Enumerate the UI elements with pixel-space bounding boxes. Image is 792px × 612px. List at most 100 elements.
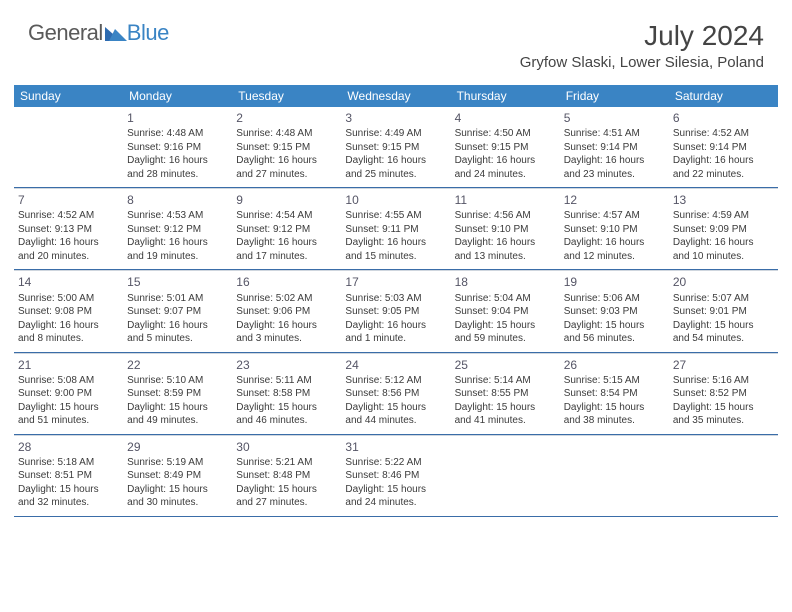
day-cell: 4Sunrise: 4:50 AMSunset: 9:15 PMDaylight… [451, 107, 560, 187]
sunrise-line: Sunrise: 5:16 AM [673, 374, 774, 388]
sunrise-line: Sunrise: 5:07 AM [673, 292, 774, 306]
sunset-line: Sunset: 9:05 PM [345, 305, 446, 319]
day-cell: 3Sunrise: 4:49 AMSunset: 9:15 PMDaylight… [341, 107, 450, 187]
day-cell: 19Sunrise: 5:06 AMSunset: 9:03 PMDayligh… [560, 270, 669, 351]
daylight-line-1: Daylight: 16 hours [345, 319, 446, 333]
daylight-line-1: Daylight: 15 hours [345, 483, 446, 497]
day-number: 20 [673, 274, 774, 290]
sunset-line: Sunset: 9:07 PM [127, 305, 228, 319]
daylight-line-2: and 30 minutes. [127, 496, 228, 510]
day-number: 9 [236, 192, 337, 208]
daylight-line-2: and 15 minutes. [345, 250, 446, 264]
day-number: 14 [18, 274, 119, 290]
daylight-line-2: and 49 minutes. [127, 414, 228, 428]
location-text: Gryfow Slaski, Lower Silesia, Poland [520, 54, 764, 71]
daylight-line-2: and 27 minutes. [236, 168, 337, 182]
sunrise-line: Sunrise: 4:55 AM [345, 209, 446, 223]
daylight-line-2: and 59 minutes. [455, 332, 556, 346]
daylight-line-2: and 51 minutes. [18, 414, 119, 428]
daylight-line-1: Daylight: 15 hours [673, 319, 774, 333]
day-cell: 2Sunrise: 4:48 AMSunset: 9:15 PMDaylight… [232, 107, 341, 187]
daylight-line-2: and 27 minutes. [236, 496, 337, 510]
daylight-line-1: Daylight: 16 hours [127, 319, 228, 333]
day-number: 3 [345, 110, 446, 126]
daylight-line-2: and 44 minutes. [345, 414, 446, 428]
week-row: 7Sunrise: 4:52 AMSunset: 9:13 PMDaylight… [14, 188, 778, 270]
sunset-line: Sunset: 9:06 PM [236, 305, 337, 319]
sunset-line: Sunset: 9:14 PM [673, 141, 774, 155]
sunrise-line: Sunrise: 4:49 AM [345, 127, 446, 141]
daylight-line-1: Daylight: 16 hours [455, 236, 556, 250]
day-number: 13 [673, 192, 774, 208]
day-number: 8 [127, 192, 228, 208]
day-cell: 31Sunrise: 5:22 AMSunset: 8:46 PMDayligh… [341, 435, 450, 516]
weekday-header: Tuesday [232, 85, 341, 107]
daylight-line-2: and 23 minutes. [564, 168, 665, 182]
sunrise-line: Sunrise: 5:06 AM [564, 292, 665, 306]
day-cell: 21Sunrise: 5:08 AMSunset: 9:00 PMDayligh… [14, 353, 123, 434]
sunrise-line: Sunrise: 4:48 AM [127, 127, 228, 141]
daylight-line-2: and 35 minutes. [673, 414, 774, 428]
week-row: 21Sunrise: 5:08 AMSunset: 9:00 PMDayligh… [14, 353, 778, 435]
day-cell [669, 435, 778, 516]
day-number: 22 [127, 357, 228, 373]
day-number: 25 [455, 357, 556, 373]
daylight-line-1: Daylight: 16 hours [564, 236, 665, 250]
sunrise-line: Sunrise: 4:53 AM [127, 209, 228, 223]
day-number: 26 [564, 357, 665, 373]
daylight-line-2: and 28 minutes. [127, 168, 228, 182]
day-cell: 13Sunrise: 4:59 AMSunset: 9:09 PMDayligh… [669, 188, 778, 269]
sunset-line: Sunset: 9:15 PM [345, 141, 446, 155]
daylight-line-2: and 38 minutes. [564, 414, 665, 428]
day-number: 16 [236, 274, 337, 290]
weekday-header: Sunday [14, 85, 123, 107]
sunset-line: Sunset: 8:59 PM [127, 387, 228, 401]
daylight-line-1: Daylight: 15 hours [564, 319, 665, 333]
sunset-line: Sunset: 8:54 PM [564, 387, 665, 401]
day-number: 7 [18, 192, 119, 208]
daylight-line-2: and 25 minutes. [345, 168, 446, 182]
day-cell: 8Sunrise: 4:53 AMSunset: 9:12 PMDaylight… [123, 188, 232, 269]
weekday-header: Wednesday [341, 85, 450, 107]
sunrise-line: Sunrise: 4:50 AM [455, 127, 556, 141]
day-number: 21 [18, 357, 119, 373]
daylight-line-1: Daylight: 16 hours [455, 154, 556, 168]
day-cell: 9Sunrise: 4:54 AMSunset: 9:12 PMDaylight… [232, 188, 341, 269]
weekday-header-row: SundayMondayTuesdayWednesdayThursdayFrid… [14, 85, 778, 107]
calendar: SundayMondayTuesdayWednesdayThursdayFrid… [14, 85, 778, 517]
daylight-line-2: and 24 minutes. [345, 496, 446, 510]
day-number: 29 [127, 439, 228, 455]
day-number: 1 [127, 110, 228, 126]
day-number: 18 [455, 274, 556, 290]
daylight-line-1: Daylight: 15 hours [18, 401, 119, 415]
title-block: July 2024 Gryfow Slaski, Lower Silesia, … [520, 20, 764, 71]
logo-text-blue: Blue [127, 20, 169, 46]
daylight-line-1: Daylight: 16 hours [18, 319, 119, 333]
daylight-line-1: Daylight: 16 hours [345, 236, 446, 250]
logo-text-general: General [28, 20, 103, 46]
daylight-line-1: Daylight: 15 hours [455, 401, 556, 415]
daylight-line-1: Daylight: 16 hours [127, 154, 228, 168]
sunset-line: Sunset: 8:55 PM [455, 387, 556, 401]
sunset-line: Sunset: 9:09 PM [673, 223, 774, 237]
day-cell: 14Sunrise: 5:00 AMSunset: 9:08 PMDayligh… [14, 270, 123, 351]
sunset-line: Sunset: 8:46 PM [345, 469, 446, 483]
daylight-line-2: and 56 minutes. [564, 332, 665, 346]
sunset-line: Sunset: 9:08 PM [18, 305, 119, 319]
sunrise-line: Sunrise: 5:04 AM [455, 292, 556, 306]
day-cell: 20Sunrise: 5:07 AMSunset: 9:01 PMDayligh… [669, 270, 778, 351]
day-cell: 17Sunrise: 5:03 AMSunset: 9:05 PMDayligh… [341, 270, 450, 351]
logo-triangle-icon [105, 25, 127, 41]
sunset-line: Sunset: 9:10 PM [455, 223, 556, 237]
day-cell [560, 435, 669, 516]
week-row: 28Sunrise: 5:18 AMSunset: 8:51 PMDayligh… [14, 435, 778, 517]
sunrise-line: Sunrise: 4:52 AM [18, 209, 119, 223]
day-number: 17 [345, 274, 446, 290]
logo: General Blue [28, 20, 169, 46]
week-row: 1Sunrise: 4:48 AMSunset: 9:16 PMDaylight… [14, 107, 778, 188]
day-number: 2 [236, 110, 337, 126]
day-number: 11 [455, 192, 556, 208]
sunrise-line: Sunrise: 5:15 AM [564, 374, 665, 388]
day-number: 4 [455, 110, 556, 126]
weekday-header: Thursday [451, 85, 560, 107]
